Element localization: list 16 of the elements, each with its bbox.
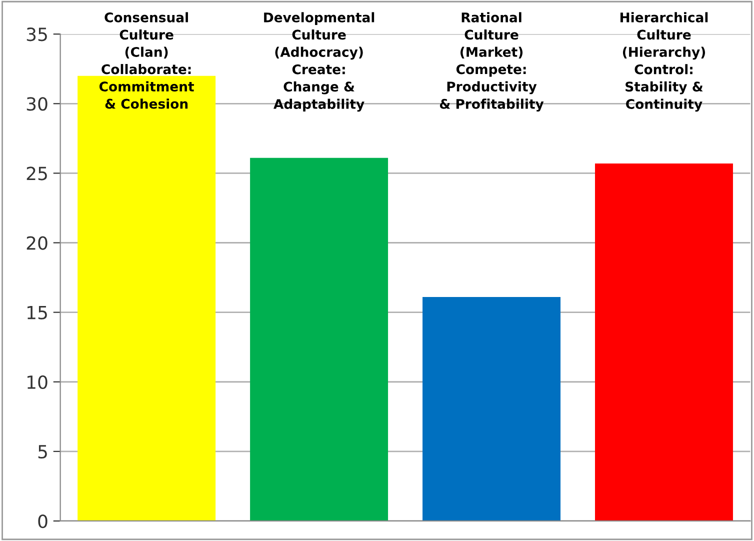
bar [422, 297, 561, 521]
annotation: Developmental Culture (Adhocracy) Create: Change & Adaptability [264, 12, 374, 112]
y-tick-label: 20 [26, 236, 48, 250]
annotation: Rational Culture (Market) Compete: Productivity & Profitability [440, 12, 544, 112]
y-tick-label: 15 [28, 306, 47, 320]
bar [595, 163, 733, 521]
y-tick-label: 25 [26, 166, 47, 180]
bar [250, 158, 388, 521]
annotation: Consensual Culture (Clan) Collaborate: Commitment & Cohesion [99, 12, 194, 109]
annotation: Hierarchical Culture (Hierarchy) Control: Stability & Continuity [620, 12, 708, 112]
y-tick-label: 5 [38, 445, 47, 459]
y-tick-label: 30 [26, 97, 48, 111]
y-tick-label: 0 [38, 514, 48, 528]
bar [78, 76, 216, 521]
y-tick-label: 10 [28, 375, 48, 389]
y-tick-label: 35 [26, 28, 47, 42]
